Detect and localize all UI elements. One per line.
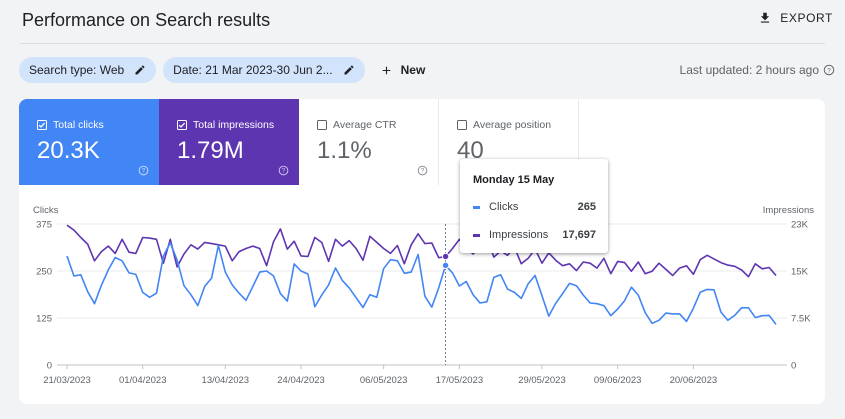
checkbox-unchecked-icon[interactable] (317, 120, 327, 130)
total-clicks-tile[interactable]: Total clicks 20.3K ? (19, 99, 159, 185)
clicks-swatch (473, 205, 480, 209)
checkbox-checked-icon[interactable] (177, 120, 187, 130)
metric-value: 1.79M (177, 137, 244, 164)
left-tick-label: 250 (36, 267, 52, 278)
metric-label: Average CTR (333, 119, 397, 131)
page-header: Performance on Search results EXPORT (0, 0, 845, 44)
page-title: Performance on Search results (22, 10, 271, 30)
x-tick-label: 17/05/2023 (436, 375, 484, 386)
performance-chart[interactable]: Clicks Impressions 375 23K 250 15K 125 7.5K 0 0 21… (19, 99, 825, 404)
edit-icon[interactable] (134, 64, 146, 76)
tooltip-row-name: Impressions (489, 229, 549, 241)
chart-tooltip: Monday 15 May Clicks 265 Impressions 17,… (460, 159, 608, 253)
right-tick-label: 23K (791, 220, 809, 231)
tooltip-row-name: Clicks (489, 201, 519, 213)
metric-label: Total clicks (53, 119, 104, 131)
date-chip[interactable]: Date: 21 Mar 2023-30 Jun 2... (163, 57, 365, 83)
help-icon[interactable]: ? (138, 165, 149, 176)
tooltip-row-clicks: Clicks 265 (473, 201, 596, 213)
clicks-hover-point (441, 261, 450, 270)
filter-bar: Search type: Web Date: 21 Mar 2023-30 Ju… (19, 57, 425, 83)
help-icon[interactable]: ? (417, 165, 428, 176)
edit-icon[interactable] (343, 64, 355, 76)
left-axis-title: Clicks (33, 205, 59, 216)
tooltip-date: Monday 15 May (473, 174, 555, 186)
right-axis-title: Impressions (763, 205, 814, 216)
total-impressions-tile[interactable]: Total impressions 1.79M ? (159, 99, 299, 185)
metric-value: 1.1% (317, 137, 372, 164)
x-tick-label: 20/06/2023 (670, 375, 718, 386)
export-label: EXPORT (780, 11, 833, 25)
help-icon[interactable]: ? (823, 64, 835, 76)
plus-icon (382, 66, 390, 74)
last-updated: Last updated: 2 hours ago ? (680, 63, 835, 77)
impressions-series-line (66, 224, 777, 278)
metric-label: Average position (473, 119, 552, 131)
left-tick-label: 125 (36, 314, 52, 325)
average-ctr-tile[interactable]: Average CTR 1.1% ? (299, 99, 439, 185)
clicks-series-line (66, 242, 777, 325)
impressions-hover-point (441, 252, 450, 261)
impressions-swatch (473, 233, 480, 237)
new-filter-label: New (400, 63, 426, 77)
svg-text:?: ? (142, 169, 146, 175)
left-tick-label: 0 (47, 361, 52, 372)
checkbox-unchecked-icon[interactable] (457, 120, 467, 130)
checkbox-checked-icon[interactable] (37, 120, 47, 130)
tooltip-row-impressions: Impressions 17,697 (473, 229, 596, 241)
download-icon (761, 12, 770, 23)
tooltip-row-value: 265 (577, 201, 596, 213)
last-updated-text: Last updated: 2 hours ago (679, 63, 819, 77)
search-type-label: Search type: Web (29, 63, 125, 77)
metric-value: 20.3K (37, 137, 100, 164)
export-button[interactable]: EXPORT (758, 11, 833, 25)
header-divider (20, 43, 825, 44)
date-label: Date: 21 Mar 2023-30 Jun 2... (173, 63, 333, 77)
svg-text:?: ? (827, 67, 831, 74)
search-type-chip[interactable]: Search type: Web (19, 57, 157, 83)
new-filter-button[interactable]: New (380, 63, 426, 77)
svg-text:?: ? (282, 169, 286, 175)
x-tick-label: 06/05/2023 (360, 375, 408, 386)
right-tick-label: 7.5K (791, 314, 811, 325)
performance-card: Total clicks 20.3K ? Total impressions 1… (19, 99, 825, 404)
x-tick-label: 29/05/2023 (518, 375, 566, 386)
x-tick-label: 09/06/2023 (594, 375, 642, 386)
metric-label: Total impressions (193, 119, 275, 131)
x-tick-label: 01/04/2023 (119, 375, 167, 386)
x-tick-label: 24/04/2023 (277, 375, 325, 386)
x-tick-label: 21/03/2023 (43, 375, 91, 386)
right-tick-label: 15K (791, 267, 809, 278)
help-icon[interactable]: ? (278, 165, 289, 176)
tooltip-row-value: 17,697 (562, 229, 596, 241)
svg-text:?: ? (421, 169, 425, 175)
x-tick-label: 13/04/2023 (202, 375, 250, 386)
left-tick-label: 375 (36, 220, 52, 231)
right-tick-label: 0 (791, 361, 796, 372)
